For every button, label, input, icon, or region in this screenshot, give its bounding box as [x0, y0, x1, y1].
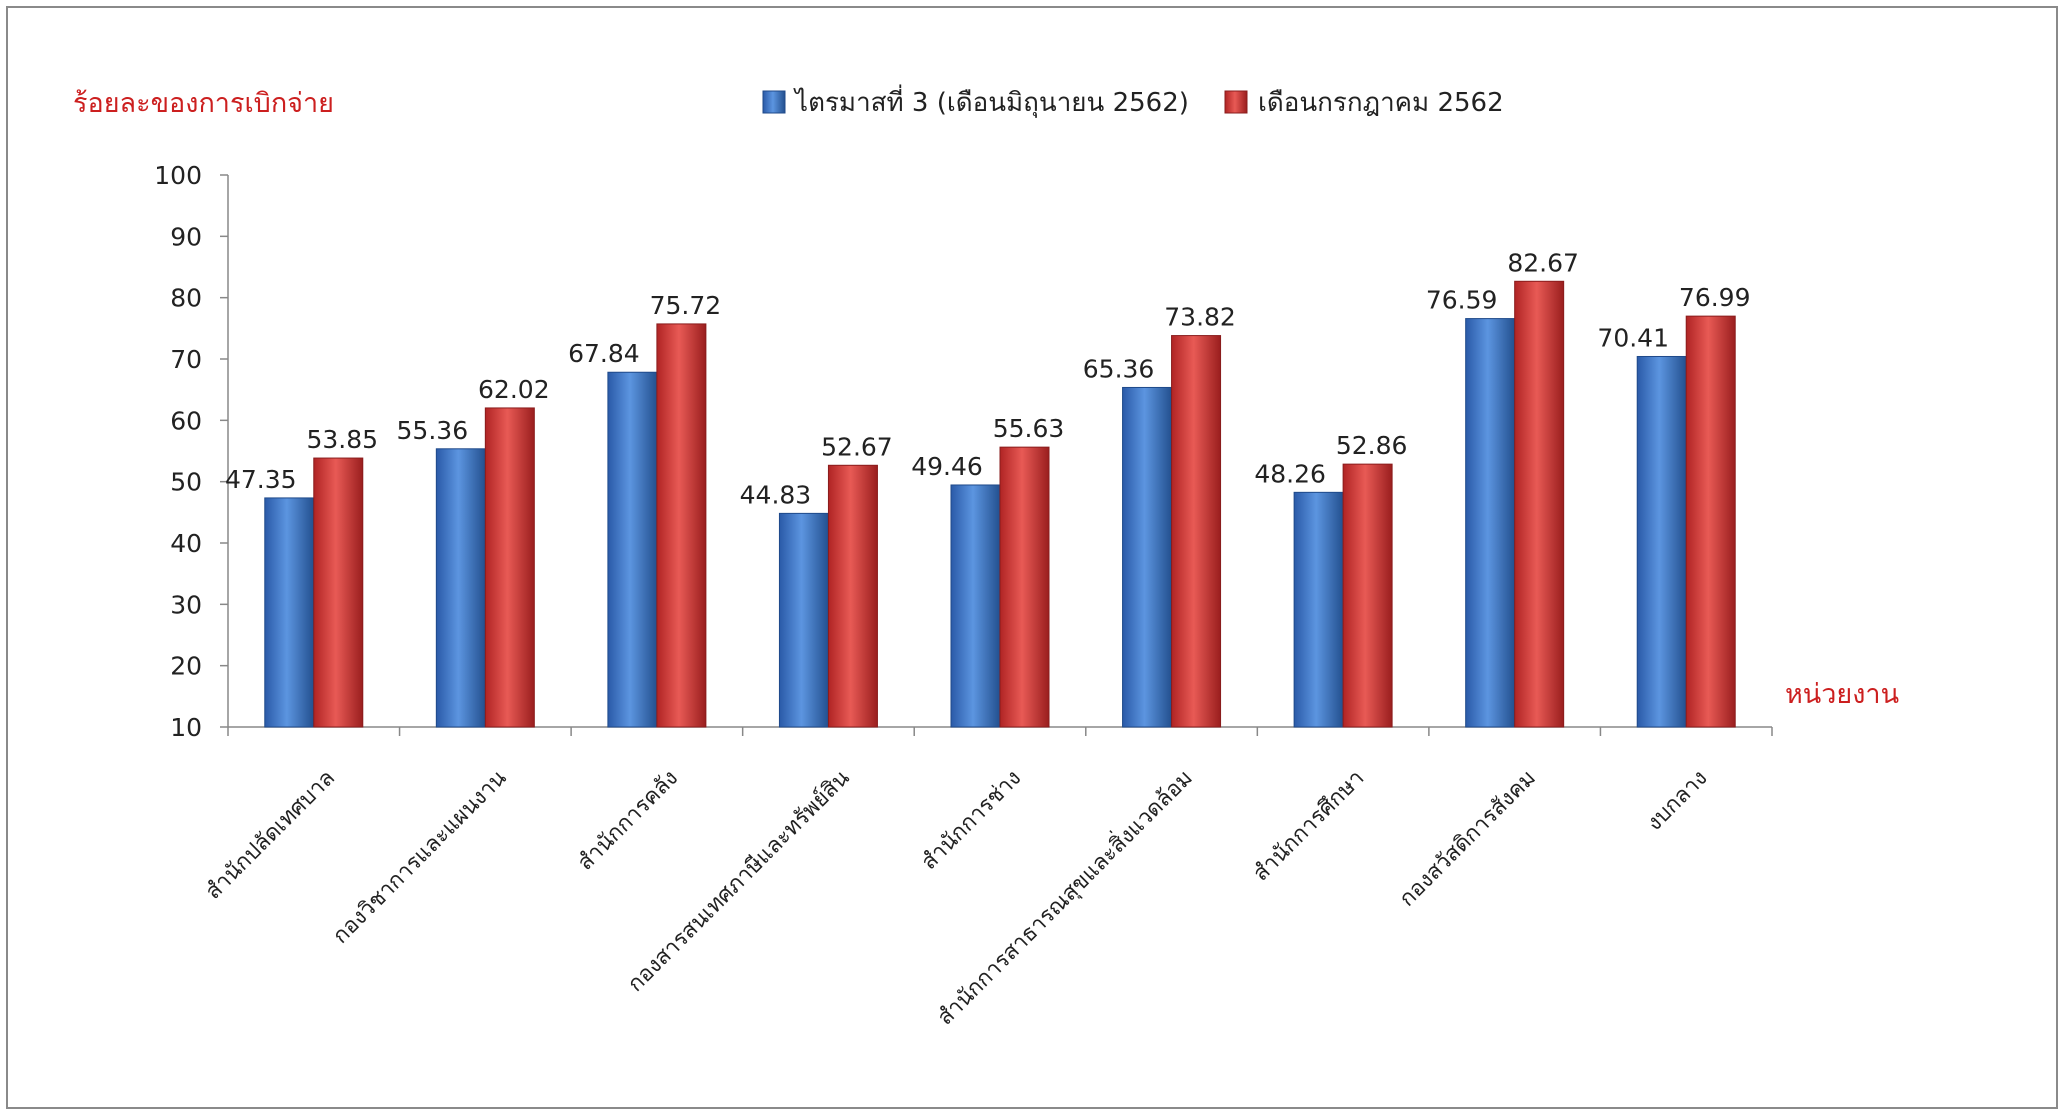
- category-label-5: สำนักการช่าง: [917, 766, 1026, 875]
- bar-series-1-4: [778, 512, 829, 728]
- data-label-series-2-4: 52.67: [821, 432, 893, 461]
- data-label-series-2-8: 82.67: [1507, 248, 1579, 277]
- y-tick-label: 20: [170, 652, 202, 681]
- data-label-series-1-7: 48.26: [1254, 459, 1326, 488]
- bar-series-1-6: [1122, 386, 1173, 728]
- category-label-3: สำนักการคลัง: [573, 766, 683, 876]
- category-label-7: สำนักการศึกษา: [1249, 766, 1370, 887]
- legend-label-series-2: เดือนกรกฎาคม 2562: [1258, 88, 1504, 118]
- data-label-series-1-1: 47.35: [225, 465, 297, 494]
- data-label-series-1-3: 67.84: [568, 339, 640, 368]
- data-label-series-2-3: 75.72: [650, 291, 722, 320]
- data-label-series-2-6: 73.82: [1164, 303, 1236, 332]
- data-label-series-1-6: 65.36: [1083, 354, 1155, 383]
- y-tick-label: 10: [170, 713, 202, 742]
- category-label-8: กองสวัสดิการสังคม: [1395, 766, 1541, 912]
- legend: ไตรมาสที่ 3 (เดือนมิถุนายน 2562) เดือนกร…: [762, 84, 1504, 118]
- bar-series-1-3: [607, 371, 658, 728]
- bar-series-1-8: [1465, 318, 1516, 728]
- bar-series-2-7: [1342, 463, 1393, 728]
- bar-series-2-6: [1171, 335, 1222, 728]
- y-tick-label: 40: [170, 529, 202, 558]
- bar-series-1-9: [1636, 355, 1687, 728]
- bar-series-2-8: [1514, 280, 1565, 728]
- data-label-series-1-5: 49.46: [911, 452, 983, 481]
- y-tick-label: 70: [170, 345, 202, 374]
- legend-label-series-1: ไตรมาสที่ 3 (เดือนมิถุนายน 2562): [793, 84, 1189, 118]
- data-label-series-1-9: 70.41: [1597, 323, 1669, 352]
- bar-series-1-7: [1293, 491, 1344, 728]
- bar-series-1-2: [435, 448, 486, 728]
- bar-series-2-9: [1685, 315, 1736, 728]
- y-tick-label: 90: [170, 222, 202, 251]
- bar-series-2-3: [656, 323, 707, 728]
- legend-swatch-series-2: [1224, 90, 1248, 114]
- category-label-2: กองวิชาการและแผนงาน: [328, 766, 511, 949]
- data-label-series-2-9: 76.99: [1679, 283, 1751, 312]
- bar-series-2-4: [827, 464, 878, 728]
- y-tick-label: 50: [170, 468, 202, 497]
- data-label-series-1-2: 55.36: [397, 416, 469, 445]
- bar-series-2-1: [313, 457, 364, 728]
- data-label-series-2-7: 52.86: [1336, 431, 1408, 460]
- category-label-1: สำนักปลัดเทศบาล: [201, 766, 340, 905]
- plot-area: 10 20 30 40 50 60 70 80 90 100 47.35 53.85 สำนักปลัด…: [154, 161, 1773, 1030]
- data-label-series-2-2: 62.02: [478, 375, 550, 404]
- data-label-series-1-8: 76.59: [1426, 286, 1498, 315]
- data-label-series-1-4: 44.83: [740, 480, 812, 509]
- y-tick-label: 30: [170, 590, 202, 619]
- data-label-series-2-1: 53.85: [306, 425, 378, 454]
- y-tick-label: 80: [170, 284, 202, 313]
- bar-series-2-2: [484, 407, 535, 728]
- bar-series-1-5: [950, 484, 1001, 728]
- data-label-series-2-5: 55.63: [993, 414, 1065, 443]
- y-axis-title: ร้อยละของการเบิกจ่าย: [73, 88, 334, 119]
- category-label-9: งบกลาง: [1642, 766, 1712, 836]
- x-axis-title: หน่วยงาน: [1785, 679, 1899, 710]
- y-tick-label: 100: [154, 161, 202, 190]
- y-tick-label: 60: [170, 406, 202, 435]
- bar-series-1-1: [264, 497, 315, 728]
- legend-swatch-series-1: [762, 90, 786, 114]
- bar-series-2-5: [999, 446, 1050, 728]
